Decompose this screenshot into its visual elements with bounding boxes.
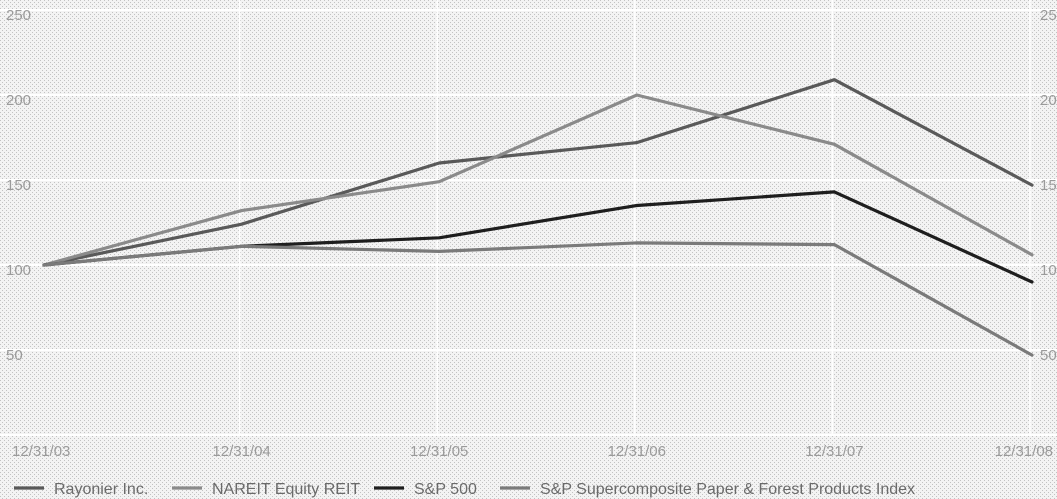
y-tick-label-right-0: 50 [1040, 347, 1057, 364]
y-tick-label-left-2: 150 [6, 177, 31, 194]
x-tick-label-1: 12/31/04 [212, 443, 270, 460]
y-tick-label-right-2: 150 [1040, 177, 1057, 194]
legend-label-0: Rayonier Inc. [54, 481, 148, 498]
x-tick-label-2: 12/31/05 [410, 443, 468, 460]
y-tick-label-right-4: 250 [1040, 7, 1057, 24]
series-lines [42, 78, 1034, 357]
x-tick-label-4: 12/31/07 [805, 443, 863, 460]
legend-label-1: NAREIT Equity REIT [212, 481, 360, 498]
y-tick-label-right-1: 100 [1040, 262, 1057, 279]
y-tick-label-left-1: 100 [6, 262, 31, 279]
series-line-3 [42, 241, 1034, 357]
legend-label-3: S&P Supercomposite Paper & Forest Produc… [540, 481, 915, 498]
y-tick-label-right-3: 200 [1040, 92, 1057, 109]
series-line-0 [42, 78, 1034, 267]
y-tick-label-left-3: 200 [6, 92, 31, 109]
legend: Rayonier Inc. NAREIT Equity REIT S&P 500 S&… [14, 481, 915, 498]
gridlines [0, 0, 1057, 435]
series-line-1 [42, 93, 1034, 267]
x-axis-ticks: 12/31/03 12/31/04 12/31/05 12/31/06 12/31/07… [12, 443, 1053, 460]
x-tick-label-3: 12/31/06 [608, 443, 666, 460]
x-tick-label-0: 12/31/03 [12, 443, 70, 460]
x-tick-label-5: 12/31/08 [995, 443, 1053, 460]
legend-label-2: S&P 500 [414, 481, 477, 498]
y-tick-label-left-0: 50 [6, 347, 23, 364]
y-tick-label-left-4: 250 [6, 7, 31, 24]
y-axis-ticks: 50 50 100 100 150 150 200 200 250 250 [6, 7, 1057, 364]
